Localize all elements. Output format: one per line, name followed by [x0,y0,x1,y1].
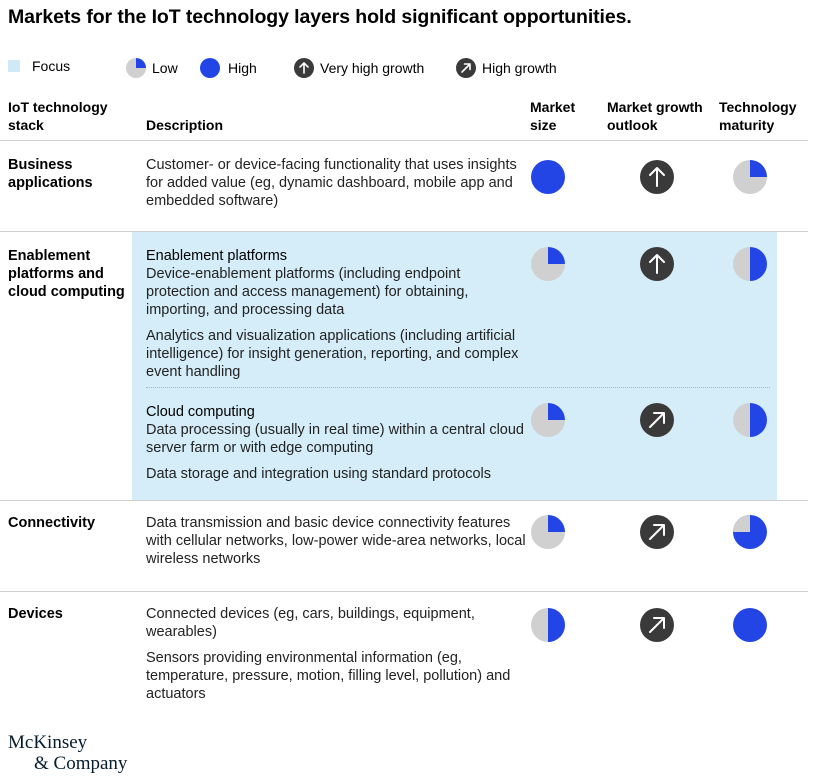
row-connectivity-label: Connectivity [8,515,96,531]
header-market-size-line2: size [530,117,557,133]
focus-area [132,232,777,500]
row-enablement-label-line2: platforms and [8,266,104,282]
up-arrow-icon [294,58,314,78]
logo-line2: & Company [34,753,128,774]
legend-focus-label: Focus [32,58,71,74]
platforms-market-size-low-pie [531,247,565,281]
row-business-label-line2: applications [8,175,93,191]
header-growth-line1: Market growth [607,99,703,115]
enablement-platforms-desc2: Analytics and visualization applications… [146,328,519,380]
devices-growth-diagonal-arrow-icon [640,608,674,642]
row-divider-3 [0,591,808,592]
header-stack-line2: stack [8,117,44,133]
connectivity-market-size-low-pie [531,515,565,549]
row-enablement-label: Enablement platforms and cloud computing [8,247,125,301]
focus-swatch [8,60,20,72]
high-pie-icon [200,58,220,78]
low-pie-icon [126,58,146,78]
legend-high-growth: High growth [456,58,557,78]
cloud-computing-block: Cloud computing Data processing (usually… [146,403,526,483]
header-stack-line1: IoT technology [8,99,108,115]
legend-high: High [200,58,257,78]
row-connectivity-desc: Data transmission and basic device conne… [146,515,526,567]
business-market-size-high-pie [531,160,565,194]
header-maturity: Technology maturity [719,98,797,134]
header-market-size-line1: Market [530,99,576,115]
header-market-size: Market size [530,98,575,134]
row-devices-desc: Connected devices (eg, cars, buildings, … [146,605,526,703]
devices-maturity-high-pie [733,608,767,642]
devices-market-size-half-pie [531,608,565,642]
legend-focus: Focus [8,58,70,74]
cloud-growth-diagonal-arrow-icon [640,403,674,437]
row-devices-label: Devices [8,606,63,622]
chart-title: Markets for the IoT technology layers ho… [8,6,632,28]
header-maturity-line2: maturity [719,117,775,133]
business-maturity-low-pie [733,160,767,194]
business-growth-up-arrow-icon [640,160,674,194]
cloud-computing-title: Cloud computing [146,404,255,420]
row-business-desc: Customer- or device-facing functionality… [146,157,517,209]
enablement-platforms-desc1: Device-enablement platforms (including e… [146,266,469,318]
platforms-maturity-half-pie [733,247,767,281]
header-growth-line2: outlook [607,117,658,133]
cloud-market-size-low-pie [531,403,565,437]
row-business-label: Business applications [8,156,93,192]
mckinsey-logo: McKinsey & Company [8,732,127,774]
header-description: Description [146,117,224,133]
row-divider-1 [0,231,808,232]
connectivity-growth-diagonal-arrow-icon [640,515,674,549]
row-divider-2 [0,500,808,501]
cloud-computing-desc2: Data storage and integration using stand… [146,466,491,482]
cloud-computing-desc1: Data processing (usually in real time) w… [146,422,524,456]
header-maturity-line1: Technology [719,99,797,115]
cloud-maturity-half-pie [733,403,767,437]
header-growth: Market growth outlook [607,98,703,134]
header-stack: IoT technology stack [8,98,108,134]
enablement-platforms-block: Enablement platforms Device-enablement p… [146,247,526,381]
diagonal-arrow-icon [456,58,476,78]
row-business-label-line1: Business [8,157,73,173]
row-enablement-label-line3: cloud computing [8,284,125,300]
legend-very-high-growth: Very high growth [294,58,424,78]
legend-low: Low [126,58,178,78]
row-enablement-label-line1: Enablement [8,248,91,264]
enablement-platforms-title: Enablement platforms [146,248,288,264]
legend-high-growth-label: High growth [482,60,557,76]
devices-desc2: Sensors providing environmental informat… [146,650,511,702]
legend-very-high-growth-label: Very high growth [320,60,425,76]
logo-line1: McKinsey [8,732,88,753]
platforms-growth-up-arrow-icon [640,247,674,281]
legend-low-label: Low [152,60,178,76]
header-divider [0,140,808,141]
connectivity-maturity-three-quarter-pie [733,515,767,549]
enablement-dotted-divider [146,387,770,388]
devices-desc1: Connected devices (eg, cars, buildings, … [146,606,475,640]
legend-high-label: High [228,60,257,76]
